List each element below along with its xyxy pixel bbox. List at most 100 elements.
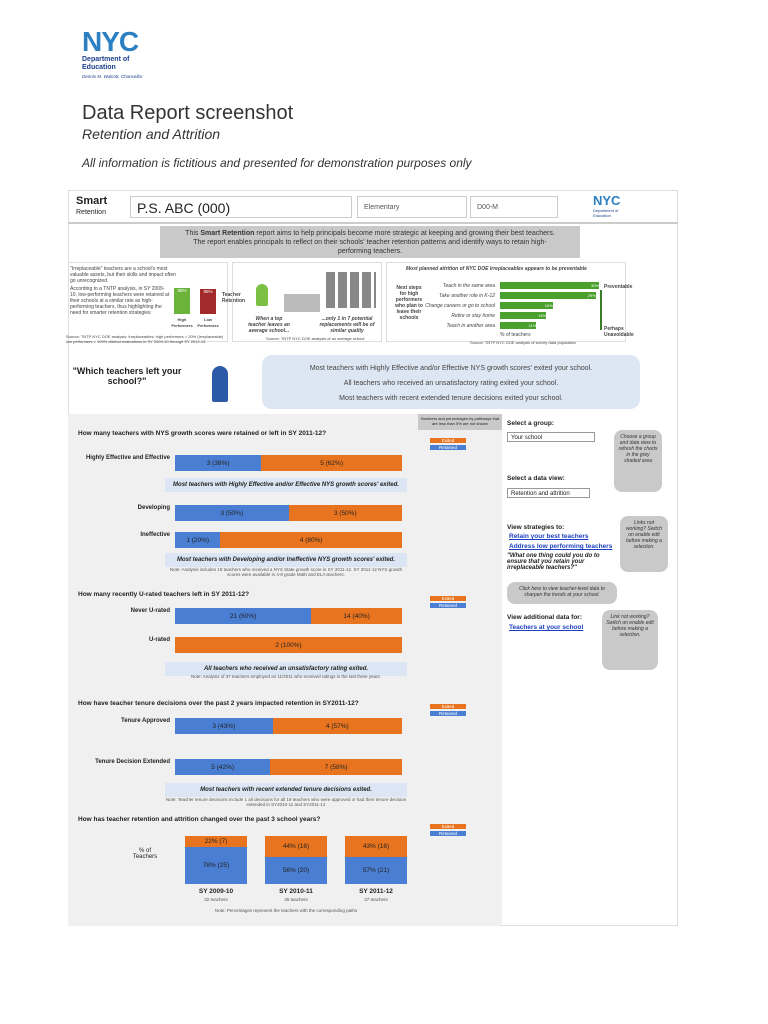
report-logo: NYC xyxy=(593,193,621,208)
bar-exited: 7 (58%) xyxy=(270,759,402,775)
year-label: SY 2009-10 xyxy=(198,888,234,895)
legend-note: Numbers and percentages by pathways that… xyxy=(418,414,502,430)
info-middle xyxy=(232,262,382,342)
legend-exited: Exited xyxy=(430,704,466,709)
findings: Most teachers with Highly Effective and/… xyxy=(262,355,640,409)
chart-note: Note: Analysis includes 19 teachers who … xyxy=(169,567,403,577)
trend-question: How has teacher retention and attrition … xyxy=(78,816,321,823)
teacher-icon xyxy=(256,284,268,306)
row-label: U-rated xyxy=(148,637,170,643)
finding: Most teachers with Highly Effective and/… xyxy=(309,365,593,372)
right-side: Next steps for high performers who plan … xyxy=(395,285,423,321)
bar-retained: 3 (43%) xyxy=(175,718,273,734)
plan-bar: 30% xyxy=(500,282,599,289)
view-select[interactable]: Retention and attrition xyxy=(507,488,590,498)
person-icon xyxy=(212,366,228,402)
plan-label: Teach in another area xyxy=(446,323,495,329)
preventable: Preventable xyxy=(604,284,633,290)
bar-exited: 3 (50%) xyxy=(288,505,402,521)
nyc-logo: NYC xyxy=(82,26,139,57)
middle-b: ...only 1 in 7 potential replacements wi… xyxy=(319,316,375,334)
legend-exited: Exited xyxy=(430,824,466,829)
right-title: Most planned attrition of NYC DOE Irrepl… xyxy=(406,266,587,272)
trend-exited: 22% (7) xyxy=(185,836,247,847)
year-count: 32 teachers xyxy=(204,897,228,902)
trend-retained: 78% (25) xyxy=(185,846,247,884)
chart-question: How many recently U-rated teachers left … xyxy=(78,591,250,598)
unavoidable: Perhaps Unavoidable xyxy=(604,326,634,338)
plan-bar: 16% xyxy=(500,302,553,309)
additional-help: Link not working? Switch on enable edit … xyxy=(602,610,658,670)
links-help: Links not working? Switch on enable edit… xyxy=(620,516,668,572)
subtitle: Retention and Attrition xyxy=(82,126,221,142)
year-label: SY 2011-12 xyxy=(359,888,393,895)
chart-question: How have teacher tenure decisions over t… xyxy=(78,700,359,707)
chart-note: Note: Analysis of 37 teachers employed a… xyxy=(191,674,381,679)
insight: Most teachers with Developing and/or Ine… xyxy=(165,553,407,567)
bar-retained: 3 (38%) xyxy=(175,455,262,471)
row-label: Ineffective xyxy=(140,532,170,538)
plan-bar: 14% xyxy=(500,312,547,319)
legend-exited: Exited xyxy=(430,596,466,601)
retention-title: Teacher Retention xyxy=(222,292,246,304)
chart-question: How many teachers with NYS growth scores… xyxy=(78,430,327,437)
year-label: SY 2010-11 xyxy=(279,888,313,895)
plan-label: Retire or stay home xyxy=(451,313,495,319)
legend-retained: Retained xyxy=(430,711,466,716)
link-teachers[interactable]: Teachers at your school xyxy=(509,624,584,631)
school-icon xyxy=(284,294,320,312)
additional-label: View additional data for: xyxy=(507,614,583,621)
retention-label: Low Performers xyxy=(197,317,219,328)
legend-retained: Retained xyxy=(430,603,466,608)
retention-bar: 88% xyxy=(174,287,190,314)
row-label: Never U-rated xyxy=(130,608,170,614)
bar-exited: 5 (62%) xyxy=(261,455,402,471)
plan-bar: 29% xyxy=(500,292,596,299)
intro-rest: report aims to help principals become mo… xyxy=(193,230,555,255)
link-address[interactable]: Address low performing teachers xyxy=(509,543,613,550)
divider xyxy=(68,222,678,224)
plan-label: Teach in the same area xyxy=(442,283,495,289)
row-label: Highly Effective and Effective xyxy=(85,455,170,461)
retention-bar: 85% xyxy=(200,288,216,314)
disclaimer: All information is fictitious and presen… xyxy=(82,156,472,170)
brand-sub: Retention xyxy=(76,209,106,216)
trend-retained: 57% (21) xyxy=(345,856,407,884)
finding: All teachers who received an unsatisfact… xyxy=(343,380,559,387)
view-label: Select a data view: xyxy=(507,475,565,482)
plan-bar: 11% xyxy=(500,322,537,329)
report-logo-sub: Department of Education xyxy=(593,208,619,218)
department: Department of Education xyxy=(82,56,130,71)
strategies-label: View strategies to: xyxy=(507,524,565,531)
legend-exited: Exited xyxy=(430,438,466,443)
bar-exited: 4 (80%) xyxy=(220,532,402,548)
info-lead: "Irreplaceable" teachers are a school's … xyxy=(70,266,176,284)
plans-chart: Teach in the same area 30% Take another ro… xyxy=(420,282,600,338)
bar-exited: 2 (100%) xyxy=(175,637,402,653)
district: D00-M xyxy=(470,196,558,218)
legend-retained: Retained xyxy=(430,445,466,450)
insight: Most teachers with recent extended tenur… xyxy=(165,783,407,797)
trend-y-label: % of Teachers xyxy=(132,848,158,860)
intro-bold: Smart Retention xyxy=(200,230,255,237)
school: P.S. ABC (000) xyxy=(130,196,352,218)
legend-retained: Retained xyxy=(430,831,466,836)
bar-retained: 5 (42%) xyxy=(175,759,271,775)
prompt: "What one thing could you do to ensure t… xyxy=(507,553,600,571)
level: Elementary xyxy=(357,196,467,218)
bar-retained: 3 (50%) xyxy=(175,505,289,521)
chancellor: Dennis M. Walcott, Chancellor xyxy=(82,74,143,79)
intro: This Smart Retention report aims to help… xyxy=(160,226,580,258)
bar-exited: 4 (57%) xyxy=(272,718,402,734)
group-select[interactable]: Your school xyxy=(507,432,595,442)
preventable-arrow xyxy=(600,290,602,330)
finding: Most teachers with recent extended tenur… xyxy=(339,395,563,402)
row-label: Developing xyxy=(137,505,170,511)
teacher-help: Click here to view teacher-level data to… xyxy=(507,582,617,604)
trend-exited: 44% (16) xyxy=(265,836,327,858)
trend-retained: 56% (20) xyxy=(265,857,327,884)
link-retain[interactable]: Retain your best teachers xyxy=(509,533,589,540)
info-left xyxy=(68,262,228,342)
info-body: According to a TNTP analysis, in SY 2009… xyxy=(70,286,170,316)
